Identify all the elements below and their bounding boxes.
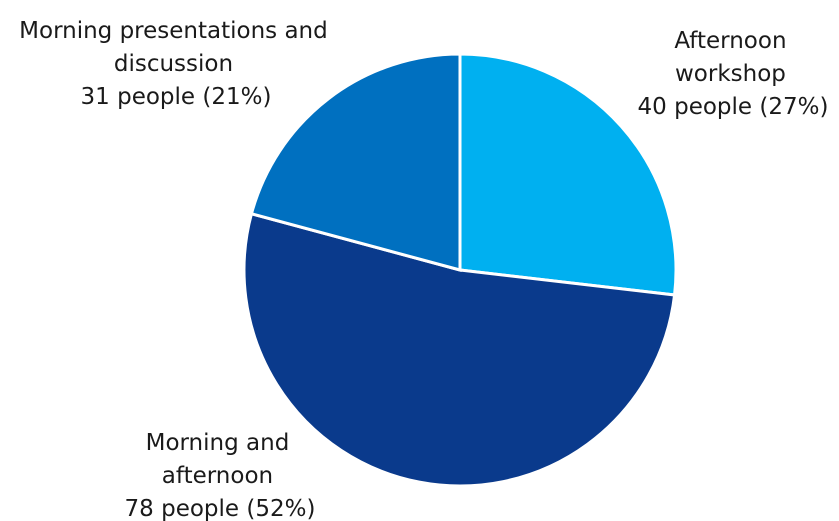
slice-category-morning-presentations-line-2: discussion [114,51,233,77]
slice-category-morning-and-afternoon-line-2: afternoon [162,463,273,489]
slice-category-morning-presentations-line-1: Morning presentations and [19,18,328,44]
pie-slice-morning-and-afternoon [242,211,677,488]
slice-value-morning-and-afternoon: 78 people (52%) [125,496,316,521]
slice-label-morning-and-afternoon: Morning and afternoon 78 people (52%) [125,430,316,521]
slice-category-afternoon-workshop-line-2: workshop [675,61,786,87]
pie-slices [242,52,678,488]
slice-label-morning-presentations: Morning presentations and discussion 31 … [19,18,333,110]
pie-slice-afternoon-workshop [458,52,678,297]
slice-value-morning-presentations: 31 people (21%) [81,84,272,110]
slice-label-afternoon-workshop: Afternoon workshop 40 people (27%) [638,28,829,120]
pie-slice-morning-presentations [249,52,462,272]
slice-value-afternoon-workshop: 40 people (27%) [638,94,829,120]
slice-category-morning-and-afternoon-line-1: Morning and [146,430,290,456]
slice-category-afternoon-workshop-line-1: Afternoon [674,28,786,54]
